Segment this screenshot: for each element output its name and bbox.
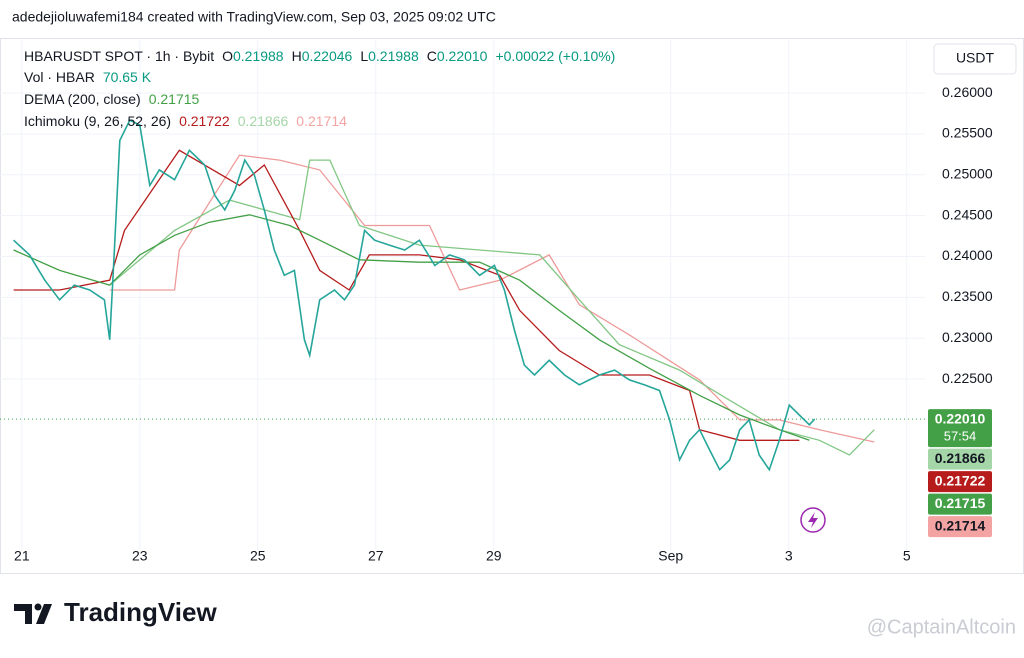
currency-button[interactable] bbox=[933, 43, 1017, 75]
y-tick-label: 0.22500 bbox=[942, 370, 993, 386]
grid: 0.26000 0.25500 0.25000 0.24500 0.24000 0.235… bbox=[0, 40, 993, 564]
logo-shape bbox=[34, 603, 42, 611]
y-tick-label: 0.24500 bbox=[942, 206, 993, 222]
legend-text: 0.21722 bbox=[179, 113, 230, 129]
watermark: @CaptainAltcoin bbox=[867, 616, 1016, 638]
y-tick-label: 0.26000 bbox=[942, 84, 993, 100]
y-tick-label: 0.23500 bbox=[942, 288, 993, 304]
x-tick-label: 25 bbox=[250, 548, 266, 564]
chart-title: adedejioluwafemi184 created with Trading… bbox=[12, 9, 496, 25]
legend-text: 70.65 K bbox=[103, 69, 152, 85]
x-tick-label: 27 bbox=[368, 548, 384, 564]
price-tag-label: 0.21866 bbox=[935, 450, 986, 466]
legend: HBARUSDT SPOT · 1h · Bybit O0.21988 H0.220… bbox=[24, 48, 615, 129]
price-tag-label: 0.22010 bbox=[935, 410, 986, 426]
series-line bbox=[13, 149, 800, 441]
legend-text: 0.22010 bbox=[437, 48, 488, 64]
x-tick-label: 3 bbox=[785, 548, 793, 564]
logo-icon bbox=[14, 603, 52, 624]
legend-text: C bbox=[427, 48, 437, 64]
legend-text: O bbox=[222, 48, 233, 64]
legend-row: Ichimoku (9, 26, 52, 26) 0.21722 0.21866 0.… bbox=[24, 113, 347, 129]
legend-text: 0.21988 bbox=[233, 48, 284, 64]
series-line bbox=[13, 214, 810, 441]
y-tick-label: 0.25000 bbox=[942, 166, 993, 182]
legend-text: L bbox=[360, 48, 368, 64]
price-tag bbox=[928, 448, 992, 470]
legend-text: H bbox=[292, 48, 302, 64]
legend-text: HBARUSDT SPOT · 1h · Bybit bbox=[24, 48, 214, 64]
logo-text: TradingView bbox=[64, 597, 217, 627]
logo-shape bbox=[14, 604, 32, 624]
price-countdown: 57:54 bbox=[944, 429, 977, 444]
alert-bolt bbox=[808, 512, 818, 528]
legend-text: +0.00022 (+0.10%) bbox=[495, 48, 615, 64]
legend-text: 0.21866 bbox=[238, 113, 289, 129]
logo-shape bbox=[36, 604, 52, 624]
series-line bbox=[109, 159, 875, 456]
legend-text: 0.21988 bbox=[368, 48, 419, 64]
price-tag-label: 0.21722 bbox=[935, 472, 986, 488]
price-tag bbox=[928, 493, 992, 515]
price-tags: 0.22010 57:54 0.21866 0.21722 0.21715 0.21714 bbox=[928, 409, 992, 538]
currency-label: USDT bbox=[956, 50, 995, 66]
price-tag bbox=[928, 471, 992, 493]
legend-text: DEMA (200, close) bbox=[24, 91, 141, 107]
price-tag bbox=[928, 409, 992, 448]
x-tick-label: 5 bbox=[903, 548, 911, 564]
legend-row: HBARUSDT SPOT · 1h · Bybit O0.21988 H0.220… bbox=[24, 48, 615, 64]
y-tick-label: 0.24000 bbox=[942, 247, 993, 263]
series-line bbox=[109, 154, 875, 443]
legend-row: DEMA (200, close) 0.21715 bbox=[24, 91, 200, 107]
price-tag-label: 0.21715 bbox=[935, 495, 986, 511]
y-tick-label: 0.23000 bbox=[942, 329, 993, 345]
price-tag bbox=[928, 516, 992, 538]
legend-text: Ichimoku (9, 26, 52, 26) bbox=[24, 113, 171, 129]
x-tick-label: 23 bbox=[132, 548, 148, 564]
series-line bbox=[13, 119, 816, 472]
x-tick-label: Sep bbox=[658, 548, 683, 564]
price-tag-label: 0.21714 bbox=[935, 517, 986, 533]
plot bbox=[0, 119, 925, 472]
legend-text: 0.22046 bbox=[302, 48, 353, 64]
legend-row: Vol · HBAR 70.65 K bbox=[24, 69, 152, 85]
x-tick-label: 21 bbox=[14, 548, 30, 564]
legend-text: 0.21714 bbox=[296, 113, 347, 129]
legend-text: Vol · HBAR bbox=[24, 69, 95, 85]
legend-text: 0.21715 bbox=[149, 91, 200, 107]
y-tick-label: 0.25500 bbox=[942, 125, 993, 141]
x-tick-label: 29 bbox=[486, 548, 502, 564]
